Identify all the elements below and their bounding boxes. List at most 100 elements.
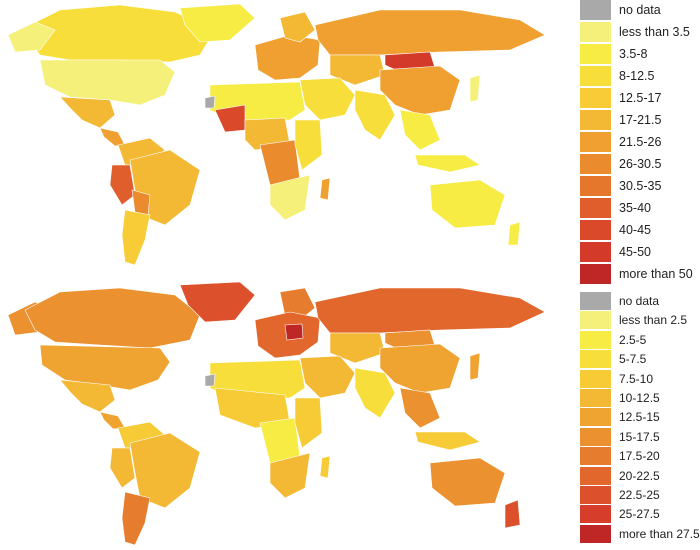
region-mali[interactable] <box>214 104 246 133</box>
region-japan[interactable] <box>469 74 481 103</box>
region-east-africa[interactable] <box>294 119 323 171</box>
region-central-europe[interactable] <box>284 323 304 341</box>
region-south-asia[interactable] <box>354 367 396 419</box>
region-central-africa[interactable] <box>259 417 301 464</box>
region-southern-africa[interactable] <box>269 452 311 499</box>
region-greenland[interactable] <box>179 3 256 43</box>
region-canada[interactable] <box>19 4 216 63</box>
legend-label: 17.5-20 <box>619 449 660 464</box>
legend-item: 7.5-10 <box>580 369 700 388</box>
legend-bottom: no data less than 2.5 2.5-5 5-7.5 7.5-10… <box>580 292 700 544</box>
legend-swatch <box>580 466 611 485</box>
region-middle-east[interactable] <box>299 77 356 121</box>
region-china[interactable] <box>379 343 461 394</box>
legend-item: 35-40 <box>580 198 700 218</box>
region-central-africa[interactable] <box>259 139 301 186</box>
region-madagascar[interactable] <box>319 177 331 201</box>
legend-label: less than 3.5 <box>619 25 690 39</box>
legend-swatch <box>580 427 611 446</box>
legend-swatch <box>580 350 611 369</box>
legend-item: 12.5-15 <box>580 408 700 427</box>
region-southeast-asia[interactable] <box>399 387 441 429</box>
legend-label: 10-12.5 <box>619 390 660 405</box>
legend-label: 12.5-17 <box>619 91 662 105</box>
legend-swatch <box>580 44 611 64</box>
region-madagascar[interactable] <box>319 455 331 479</box>
legend-swatch <box>580 330 611 349</box>
region-new-zealand[interactable] <box>504 499 521 529</box>
legend-item: 30.5-35 <box>580 176 700 196</box>
legend-swatch <box>580 0 611 20</box>
legend-label: 5-7.5 <box>619 352 647 367</box>
legend-item: 5-7.5 <box>580 350 700 369</box>
region-western-sahara[interactable] <box>204 95 216 109</box>
legend-swatch <box>580 176 611 196</box>
legend-item: no data <box>580 0 700 20</box>
region-western-sahara[interactable] <box>204 373 216 387</box>
legend-swatch <box>580 242 611 262</box>
region-peru[interactable] <box>109 164 136 206</box>
legend-label: 17-21.5 <box>619 113 662 127</box>
region-greenland[interactable] <box>179 281 256 323</box>
region-usa[interactable] <box>39 344 171 391</box>
region-argentina-chile[interactable] <box>121 209 151 266</box>
legend-label: more than 50 <box>619 267 693 281</box>
region-australia[interactable] <box>429 457 506 507</box>
legend-label: 21.5-26 <box>619 135 662 149</box>
region-canada[interactable] <box>24 287 201 349</box>
legend-item: less than 3.5 <box>580 22 700 42</box>
legend-swatch <box>580 524 611 543</box>
region-mexico[interactable] <box>59 379 116 413</box>
legend-item: 12.5-17 <box>580 88 700 108</box>
region-new-zealand[interactable] <box>507 221 521 246</box>
region-alaska[interactable] <box>7 21 56 53</box>
legend-swatch <box>580 292 611 310</box>
region-indonesia[interactable] <box>414 154 481 173</box>
legend-label: more than 27.5 <box>619 526 700 541</box>
region-china[interactable] <box>379 65 461 116</box>
legend-item: 3.5-8 <box>580 44 700 64</box>
legend-swatch <box>580 66 611 86</box>
legend-item: 26-30.5 <box>580 154 700 174</box>
legend-label: no data <box>619 3 661 17</box>
region-central-america[interactable] <box>99 411 126 430</box>
region-south-asia[interactable] <box>354 89 396 141</box>
region-europe[interactable] <box>254 34 321 81</box>
legend-item: more than 27.5 <box>580 524 700 543</box>
legend-top: no data less than 3.5 3.5-8 8-12.5 12.5-… <box>580 0 700 286</box>
region-scandinavia[interactable] <box>279 11 316 43</box>
region-usa[interactable] <box>39 59 176 106</box>
legend-label: 35-40 <box>619 201 651 215</box>
region-russia[interactable] <box>314 9 546 56</box>
region-east-africa[interactable] <box>294 397 323 449</box>
region-russia[interactable] <box>314 287 546 334</box>
legend-item: 15-17.5 <box>580 427 700 446</box>
legend-swatch <box>580 154 611 174</box>
region-southern-africa[interactable] <box>269 174 311 221</box>
legend-label: 8-12.5 <box>619 69 655 83</box>
region-japan[interactable] <box>469 352 481 381</box>
world-map-bottom <box>0 280 565 550</box>
legend-item: 10-12.5 <box>580 388 700 407</box>
region-australia[interactable] <box>429 179 506 229</box>
legend-swatch <box>580 198 611 218</box>
region-peru[interactable] <box>109 447 136 489</box>
region-southeast-asia[interactable] <box>399 109 441 151</box>
legend-item: 25-27.5 <box>580 505 700 524</box>
legend-item: less than 2.5 <box>580 311 700 330</box>
region-indonesia[interactable] <box>414 431 481 451</box>
legend-swatch <box>580 220 611 240</box>
region-middle-east[interactable] <box>299 355 356 399</box>
legend-swatch <box>580 369 611 388</box>
region-central-asia[interactable] <box>329 332 386 364</box>
region-argentina-chile[interactable] <box>121 491 151 546</box>
region-central-asia[interactable] <box>329 54 386 86</box>
legend-item: 22.5-25 <box>580 485 700 504</box>
region-north-africa[interactable] <box>209 359 306 399</box>
legend-label: 40-45 <box>619 223 651 237</box>
legend-label: 7.5-10 <box>619 371 654 386</box>
region-mexico[interactable] <box>59 96 116 129</box>
region-central-america[interactable] <box>99 127 126 147</box>
region-brazil[interactable] <box>129 432 201 509</box>
legend-label: 45-50 <box>619 245 651 259</box>
